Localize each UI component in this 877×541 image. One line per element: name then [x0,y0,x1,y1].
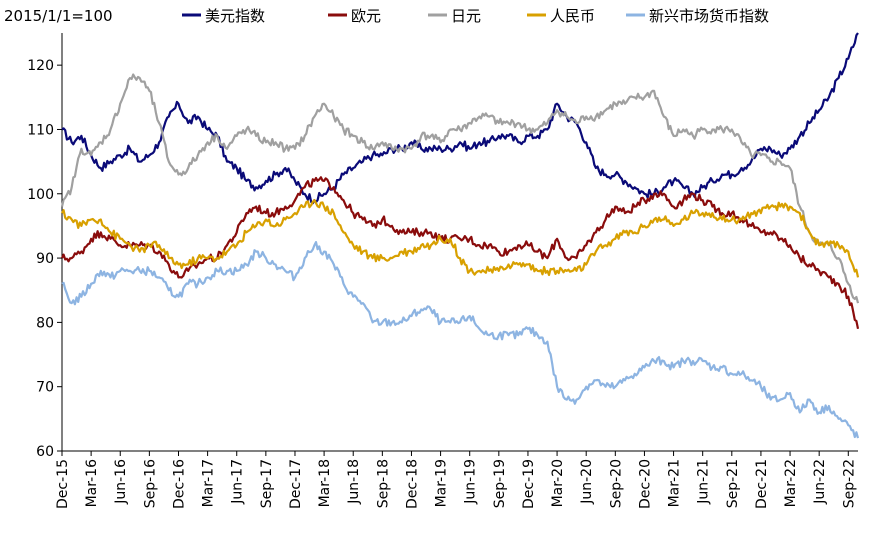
y-tick-label: 80 [36,315,54,331]
x-tick-label: Sep-21 [725,459,741,508]
x-tick-label: Dec-18 [404,459,420,509]
x-tick-label: Sep-20 [608,459,624,508]
y-axis: 60 70 80 90 100 110 120 [27,33,63,460]
y-tick-label: 70 [36,380,54,396]
x-tick-label: Dec-19 [521,459,537,509]
legend-label: 欧元 [351,7,381,25]
x-tick-label: Jun-21 [696,459,712,505]
series-line [61,199,860,278]
y-tick-label: 110 [27,122,54,138]
x-tick-label: Sep-17 [259,459,275,508]
series-line [60,73,860,304]
y-tick-label: 100 [27,187,54,203]
x-tick-label: Dec-15 [55,459,71,509]
x-tick-label: Jun-19 [463,459,479,505]
x-tick-label: Dec-20 [637,459,653,509]
legend-label: 新兴市场货币指数 [649,7,769,25]
x-tick-label: Sep-18 [375,459,391,508]
plot-area [60,32,860,439]
x-tick-label: Jun-17 [230,459,246,505]
x-tick-label: Sep-16 [142,459,158,508]
y-tick-label: 120 [27,58,54,74]
x-tick-label: Jun-20 [579,459,595,505]
legend-label: 人民币 [550,7,595,25]
x-tick-label: Mar-21 [667,459,683,507]
legend-label: 美元指数 [205,7,265,25]
x-tick-label: Mar-22 [783,459,799,507]
series-line [61,241,860,439]
chart-note-group: 2015/1/1=100 [4,7,113,25]
x-tick-label: Jun-16 [113,459,129,505]
x-tick-label: Sep-22 [841,459,857,508]
x-tick-label: Mar-16 [84,459,100,507]
x-tick-label: Dec-16 [171,459,187,509]
legend-label: 日元 [451,7,481,25]
legend: 美元指数 欧元 日元 人民币 新兴市场货币指数 [182,7,769,25]
y-tick-label: 60 [36,444,54,460]
x-tick-label: Sep-19 [492,459,508,508]
x-tick-label: Jun-18 [346,459,362,505]
series-line [61,32,859,205]
x-tick-label: Jun-22 [812,459,828,505]
x-tick-label: Mar-17 [201,459,217,507]
x-tick-label: Mar-20 [550,459,566,507]
x-tick-label: Dec-21 [754,459,770,509]
series-line [60,176,860,330]
x-tick-label: Mar-19 [434,459,450,507]
y-tick-label: 90 [36,251,54,267]
chart-note: 2015/1/1=100 [4,7,113,25]
x-tick-label: Mar-18 [317,459,333,507]
x-axis: Dec-15 Mar-16 Jun-16 Sep-16 Dec-16 Mar-17 Jun-… [55,450,858,509]
x-tick-label: Dec-17 [288,459,304,509]
